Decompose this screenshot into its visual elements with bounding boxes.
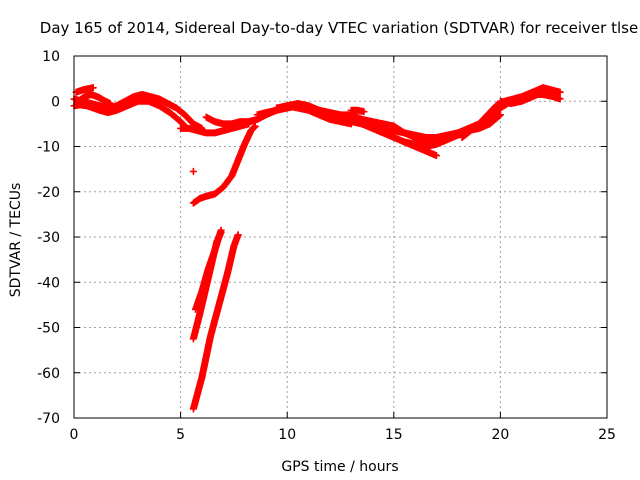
y-tick-label: -60	[37, 366, 60, 382]
data-series-track-6	[177, 120, 253, 137]
chart-title: Day 165 of 2014, Sidereal Day-to-day VTE…	[40, 19, 638, 37]
y-tick-label: 10	[42, 49, 60, 65]
y-axis-label: SDTVAR / TECUs	[8, 183, 24, 298]
y-tick-label: -40	[37, 275, 60, 291]
x-tick-label: 25	[598, 427, 616, 443]
y-tick-label: -20	[37, 185, 60, 201]
data-series-track-14	[189, 122, 259, 207]
data-series-track-10	[347, 106, 368, 116]
y-tick-label: -70	[37, 411, 60, 427]
x-axis-label: GPS time / hours	[281, 459, 398, 475]
data-series-track-16	[189, 228, 225, 343]
data-points	[70, 84, 564, 413]
data-series-isolated-point	[189, 167, 197, 175]
data-series-track-4	[74, 90, 114, 108]
data-series-track-13	[496, 88, 558, 108]
data-series-track-3	[72, 84, 97, 96]
y-tick-label: -30	[37, 230, 60, 246]
y-tick-label: -10	[37, 140, 60, 156]
x-tick-label: 20	[491, 427, 509, 443]
x-tick-label: 5	[176, 427, 185, 443]
data-series-track-8	[273, 102, 355, 128]
grid-lines	[74, 56, 607, 418]
y-tick-label: -50	[37, 321, 60, 337]
x-tick-label: 0	[70, 427, 79, 443]
y-tick-label: 0	[51, 94, 60, 110]
data-series-track-9	[315, 109, 462, 141]
data-series-track-17	[189, 231, 242, 413]
x-tick-label: 10	[278, 427, 296, 443]
x-tick-label: 15	[385, 427, 403, 443]
plot-frame	[73, 55, 608, 419]
